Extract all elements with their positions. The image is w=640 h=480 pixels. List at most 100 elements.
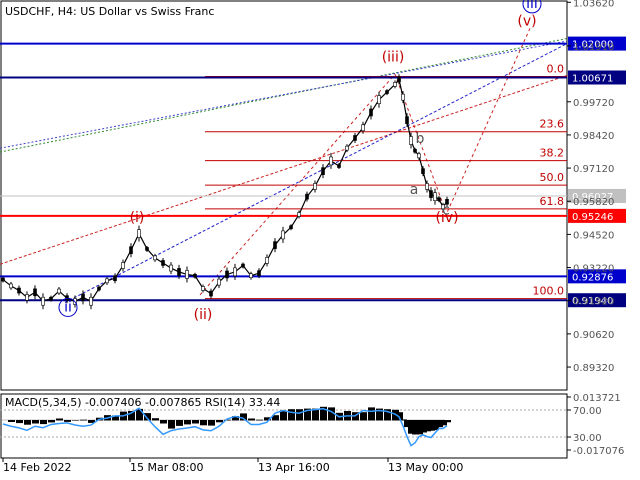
candle-body xyxy=(273,241,277,249)
candle-body xyxy=(137,229,141,238)
candle-body xyxy=(441,204,445,210)
macd-bar xyxy=(232,416,239,421)
price-tick-label: 0.93220 xyxy=(573,264,614,275)
macd-bar xyxy=(240,413,247,421)
macd-bar xyxy=(304,408,311,421)
candle-body xyxy=(385,90,389,94)
time-tick-label: 13 Apr 16:00 xyxy=(258,461,330,474)
macd-bar xyxy=(384,409,391,421)
macd-bar xyxy=(200,420,207,426)
macd-bar xyxy=(360,412,367,421)
macd-bar xyxy=(48,420,55,423)
macd-bar xyxy=(328,407,335,421)
candle-body xyxy=(145,247,149,251)
candle-body xyxy=(193,273,197,278)
candle-body xyxy=(417,153,421,159)
time-axis: 14 Feb 2022 15 Mar 08:00 13 Apr 16:00 13 Ma… xyxy=(2,458,463,474)
macd-bar xyxy=(128,411,135,421)
candle-body xyxy=(321,167,325,175)
macd-bar xyxy=(88,420,95,423)
candle-body xyxy=(1,277,5,282)
macd-bar xyxy=(424,420,431,432)
candle-body xyxy=(9,283,13,289)
price-axis: 1.03620 1.01910 0.99720 0.98420 0.97120 0.958… xyxy=(567,0,614,374)
trend-line xyxy=(0,38,568,153)
candle-body xyxy=(409,136,413,145)
candle-body xyxy=(393,82,397,87)
macd-bar xyxy=(64,420,71,422)
candle-body xyxy=(113,275,117,282)
wave-label-v: (v) xyxy=(517,14,536,30)
fib-label: 23.6 xyxy=(540,118,565,131)
macd-bar xyxy=(412,420,419,435)
candle-body xyxy=(345,145,349,151)
candle-body xyxy=(445,198,449,205)
candle-body xyxy=(313,183,317,190)
candle-body xyxy=(41,296,45,306)
macd-bar xyxy=(32,420,39,424)
macd-panel: 0.013721 70.00 30.00 -0.017076 xyxy=(0,393,624,457)
candle-body xyxy=(201,286,205,291)
candle-body xyxy=(81,293,85,302)
indicator-title: MACD(5,34,5) -0.007406 -0.007865 RSI(14)… xyxy=(5,396,280,409)
candle-body xyxy=(437,197,441,201)
macd-bar xyxy=(368,407,375,421)
level-label-resistance-1: 1.02000 xyxy=(572,40,613,51)
candle-body xyxy=(297,212,301,217)
fib-label: 61.8 xyxy=(540,195,565,208)
candle-body xyxy=(161,260,165,266)
macd-bar xyxy=(376,408,383,421)
macd-bar xyxy=(248,418,255,421)
level-label-support-1: 0.95246 xyxy=(572,212,613,223)
level-label-box xyxy=(568,293,626,308)
trend-lines xyxy=(0,28,568,303)
wave-circle xyxy=(58,297,78,317)
price-levels: 1.02000 1.00671 0.96027 0.95246 0.92876 0.919… xyxy=(0,36,626,308)
candle-body xyxy=(425,183,429,190)
candle-body xyxy=(209,290,213,297)
wave-label-ii: (ii) xyxy=(194,307,213,323)
level-label-box xyxy=(568,36,626,51)
macd-bar xyxy=(440,420,447,426)
candle-body xyxy=(421,168,425,174)
wave-label-a: a xyxy=(410,182,419,198)
macd-tick-label: 0.013721 xyxy=(573,393,621,404)
macd-bar xyxy=(428,420,435,431)
macd-bar xyxy=(296,409,303,421)
candle-body xyxy=(429,190,433,198)
macd-bar xyxy=(152,418,159,421)
macd-bar xyxy=(400,419,407,421)
macd-bar xyxy=(404,420,411,428)
macd-bar xyxy=(264,417,271,421)
indicator-frame xyxy=(0,393,568,459)
macd-bar xyxy=(16,420,23,424)
macd-tick-label: 30.00 xyxy=(573,433,602,444)
price-tick-label: 0.90620 xyxy=(573,330,614,341)
level-label-box xyxy=(568,70,626,85)
level-label-support-3: 0.91940 xyxy=(572,296,613,307)
macd-bar xyxy=(56,418,63,421)
macd-bar xyxy=(224,419,231,421)
wave-label-iii: (iii) xyxy=(382,49,405,65)
candle-body xyxy=(233,267,237,277)
price-tick-label: 0.94520 xyxy=(573,230,614,241)
wave-label-iv: (iv) xyxy=(435,210,458,226)
macd-bar xyxy=(408,420,415,434)
candle-body xyxy=(185,270,189,279)
candle-body xyxy=(289,225,293,230)
candle-body xyxy=(413,148,417,153)
macd-bar xyxy=(40,420,47,425)
wave-label-i: (i) xyxy=(130,210,145,226)
macd-bar xyxy=(144,413,151,421)
macd-bar xyxy=(312,408,319,421)
fib-label: 50.0 xyxy=(540,171,565,184)
candle-body xyxy=(89,296,93,306)
level-label-support-2: 0.92876 xyxy=(572,272,613,283)
candle-body xyxy=(329,156,333,166)
macd-bar xyxy=(256,419,263,421)
candle-body xyxy=(33,288,37,297)
candle-body xyxy=(241,263,245,268)
time-tick-label: 14 Feb 2022 xyxy=(3,461,71,474)
macd-bar xyxy=(176,420,183,426)
macd-bar xyxy=(416,420,423,435)
